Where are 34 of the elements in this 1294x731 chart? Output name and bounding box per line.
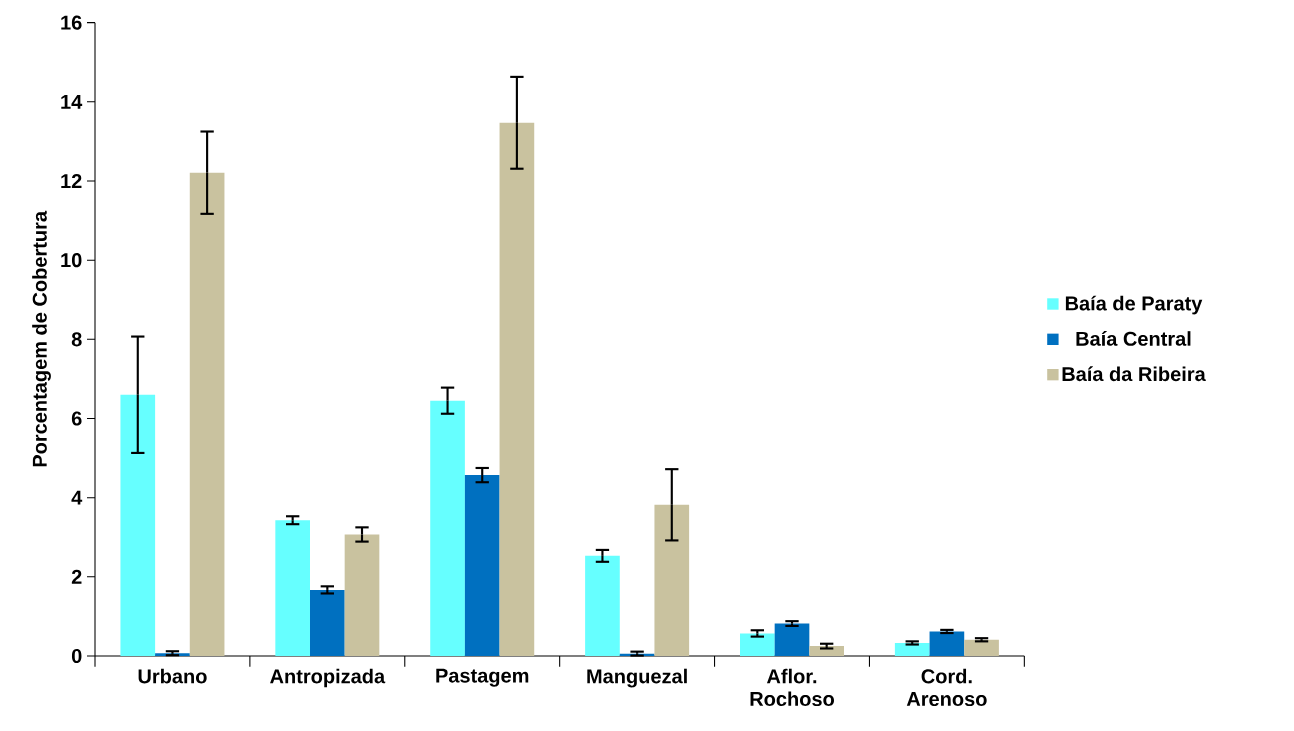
y-tick-label: 0: [71, 648, 82, 664]
bar: [585, 555, 620, 656]
legend-label: Baía de Paraty: [1065, 295, 1203, 315]
y-tick-label: 10: [61, 253, 82, 268]
bar: [464, 475, 500, 656]
bar: [310, 589, 345, 656]
x-tick-label: Pastagem: [436, 668, 529, 687]
y-tick-label: 8: [71, 332, 82, 347]
bar: [275, 520, 310, 656]
bar: [344, 534, 380, 656]
y-tick-label: 4: [71, 490, 83, 505]
x-tick-label: Antropizada: [270, 668, 386, 688]
y-tick-label: 14: [61, 94, 83, 109]
y-tick-label: 6: [71, 411, 82, 426]
x-tick-label: Urbano: [138, 668, 207, 684]
y-axis-title: Porcentagem de Cobertura: [32, 210, 51, 467]
y-tick-label: 16: [61, 15, 82, 30]
bar: [430, 400, 465, 656]
legend-label: Baía Central: [1076, 331, 1191, 346]
x-tick-label: Manguezal: [587, 668, 687, 688]
bar: [740, 633, 775, 656]
bar: [929, 631, 965, 656]
bar: [654, 504, 690, 656]
bar: [499, 122, 535, 656]
y-tick-label: 12: [61, 174, 82, 188]
x-tick-label: Cord. Arenoso: [906, 668, 987, 707]
y-tick-label: 2: [71, 569, 82, 584]
bar: [774, 623, 810, 656]
legend-label: Baía da Ribeira: [1062, 366, 1206, 382]
bar: [894, 642, 930, 656]
bar: [189, 172, 225, 656]
bar: [120, 394, 156, 656]
bar: [964, 639, 999, 656]
x-tick-label: Aflor. Rochoso: [750, 668, 834, 707]
